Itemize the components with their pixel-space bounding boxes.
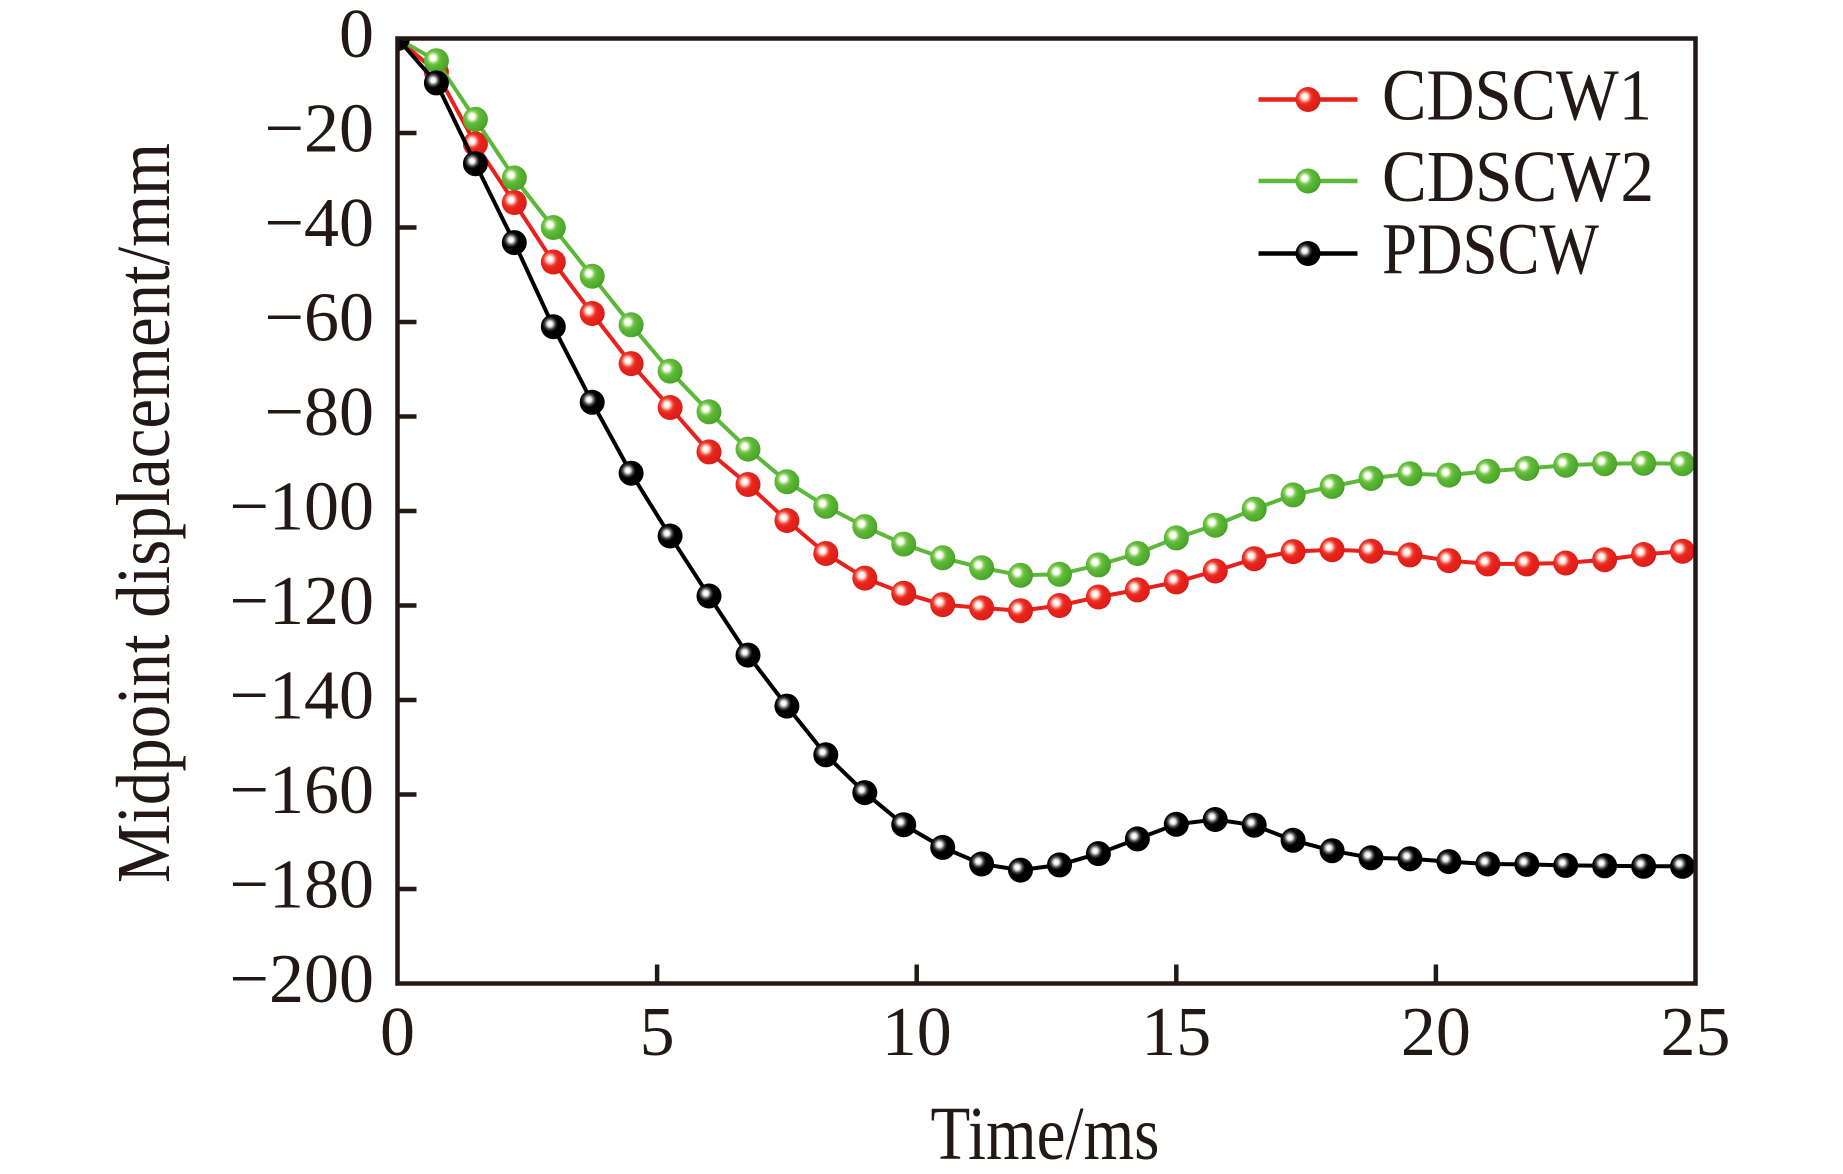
- svg-text:PDSCW: PDSCW: [1382, 209, 1600, 290]
- svg-text:−60: −60: [265, 280, 374, 357]
- svg-text:CDSCW2: CDSCW2: [1382, 136, 1654, 217]
- svg-text:−200: −200: [230, 941, 374, 1018]
- svg-text:25: 25: [1661, 994, 1731, 1071]
- svg-text:−40: −40: [265, 185, 374, 262]
- svg-text:Time/ms: Time/ms: [931, 1092, 1160, 1174]
- svg-text:10: 10: [882, 994, 952, 1071]
- svg-text:−160: −160: [230, 752, 374, 829]
- svg-text:Midpoint displacement/mm: Midpoint displacement/mm: [102, 143, 186, 883]
- svg-text:20: 20: [1401, 994, 1471, 1071]
- svg-text:−80: −80: [265, 374, 374, 451]
- svg-text:0: 0: [339, 0, 374, 73]
- svg-text:−20: −20: [265, 91, 374, 168]
- svg-text:5: 5: [640, 994, 675, 1071]
- svg-text:−100: −100: [230, 469, 374, 546]
- svg-text:−180: −180: [230, 847, 374, 924]
- svg-text:−120: −120: [230, 563, 374, 640]
- svg-text:0: 0: [380, 994, 415, 1071]
- svg-text:15: 15: [1141, 994, 1211, 1071]
- svg-text:CDSCW1: CDSCW1: [1382, 55, 1652, 136]
- svg-text:−140: −140: [230, 658, 374, 735]
